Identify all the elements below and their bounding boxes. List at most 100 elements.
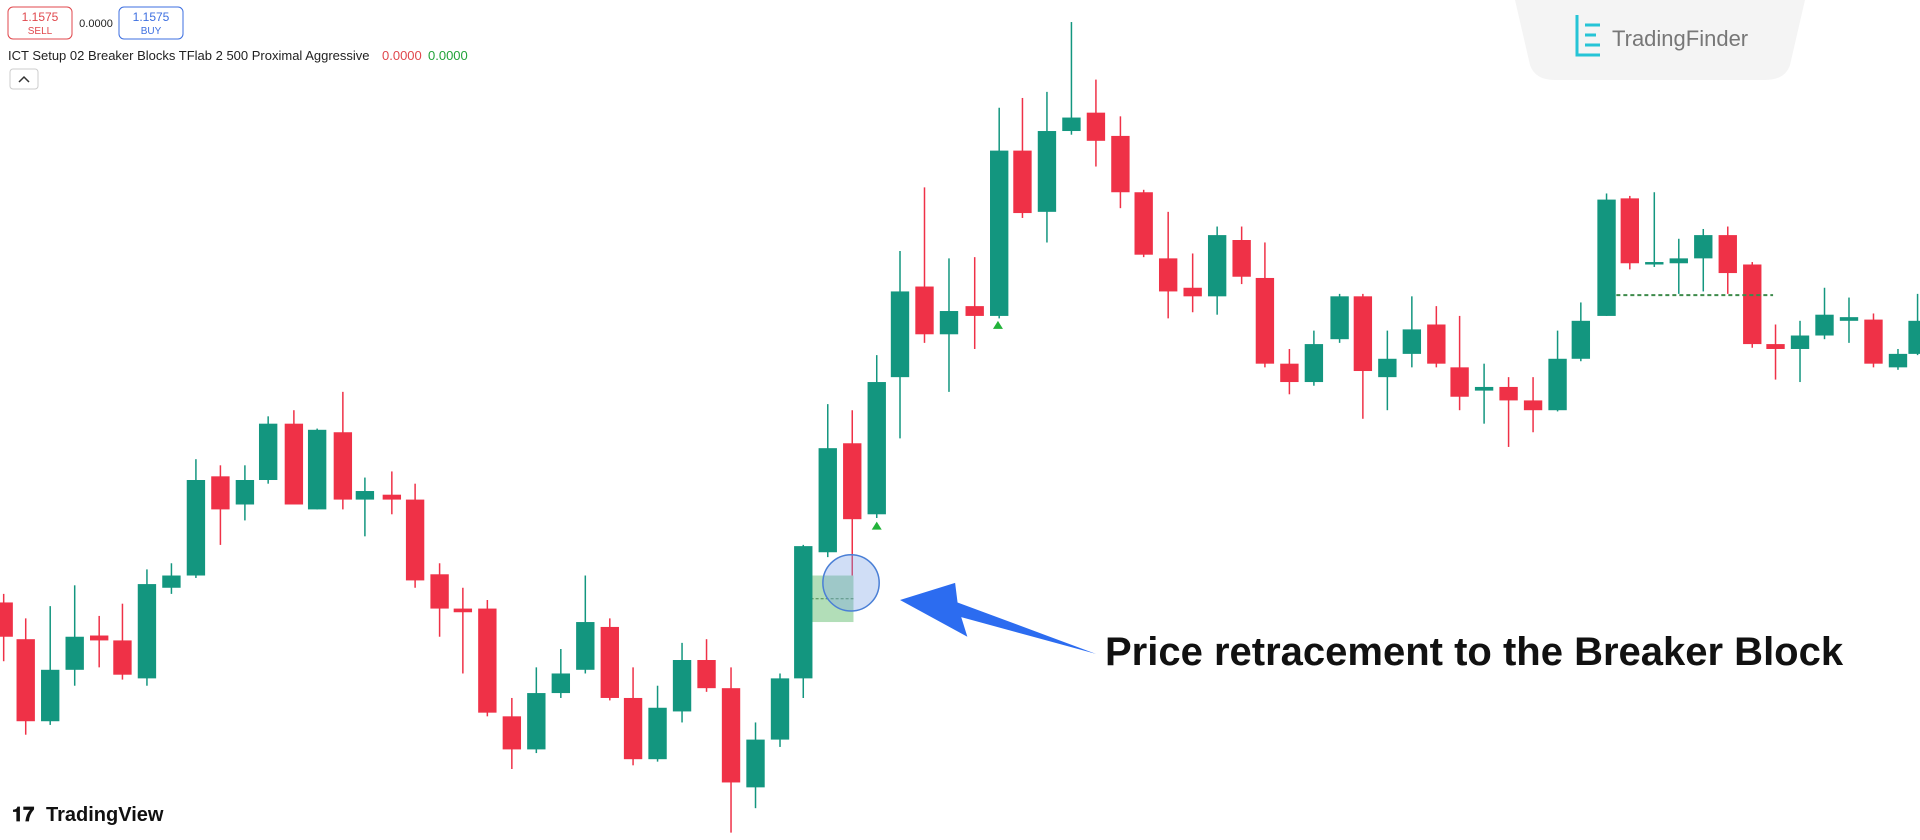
candle-body (915, 286, 934, 335)
candle-body (1766, 344, 1785, 349)
candle-body (113, 640, 132, 675)
candle-body (90, 635, 109, 641)
signal-arrow (992, 320, 1003, 329)
candle-body (600, 626, 619, 698)
candle-body (721, 688, 741, 783)
candle-body (1255, 277, 1275, 364)
candle-body (697, 660, 716, 689)
candle-body (1183, 287, 1202, 297)
candle-body (1304, 344, 1324, 383)
candle-body (1134, 192, 1153, 255)
candle-body (1013, 150, 1032, 214)
candle-body (1474, 386, 1494, 391)
indicator-value: 0.0000 (428, 48, 468, 63)
signal-arrow (871, 521, 882, 530)
candle-body (770, 678, 790, 740)
candle-body (1571, 320, 1591, 359)
candle-body (1669, 258, 1688, 264)
candle-body (1743, 264, 1762, 345)
buy-price: 1.1575 (133, 10, 170, 24)
candle-body (333, 432, 353, 500)
indicator-value: 0.0000 (382, 48, 422, 63)
highlight-circle (822, 553, 880, 612)
candle-body (794, 546, 813, 679)
candle-body (527, 693, 546, 750)
candle-body (1353, 296, 1373, 372)
candle-body (1378, 358, 1397, 378)
candle-body (1888, 353, 1908, 368)
sell-price: 1.1575 (22, 10, 59, 24)
candle-body (1450, 367, 1469, 397)
candle-body (1815, 314, 1834, 336)
candle-body (307, 429, 327, 510)
tradingview-logo: 𝟏𝟕 (12, 804, 34, 826)
candle-body (382, 494, 402, 500)
candle-body (162, 575, 181, 588)
annotation: Price retracement to the Breaker Block (1105, 630, 1844, 674)
candle-body (648, 707, 667, 760)
candle-body (1523, 400, 1543, 411)
candle-body (405, 499, 425, 581)
candle-body (355, 491, 375, 500)
candle-body (1111, 135, 1130, 193)
candle-body (1499, 386, 1518, 401)
candle-body (1086, 112, 1106, 141)
candle-body (0, 602, 13, 637)
tradingview-text: TradingView (46, 804, 164, 826)
candle-body (1718, 235, 1737, 274)
candle-body (672, 660, 692, 712)
tradingfinder-text: TradingFinder (1612, 26, 1748, 51)
buy-button[interactable] (118, 6, 184, 40)
candle-body (502, 716, 522, 750)
candle-body (1620, 198, 1639, 264)
candle-body (478, 608, 497, 713)
buy-label: BUY (141, 26, 162, 37)
candles (0, 22, 1920, 833)
candle-body (41, 669, 60, 722)
candle-body (746, 739, 765, 788)
candle-body (258, 423, 278, 481)
candle-body (576, 622, 595, 670)
candle-body (1158, 258, 1178, 292)
candle-body (1402, 329, 1422, 354)
candle-body (186, 480, 206, 576)
candle-body (1839, 317, 1859, 321)
pointer-arrow (900, 582, 1096, 654)
candle-body (1548, 358, 1567, 411)
candle-body (939, 311, 959, 335)
candle-body (551, 673, 571, 694)
candle-body (990, 150, 1009, 316)
candle-body (1062, 117, 1081, 132)
candle-body (1908, 320, 1920, 354)
candle-body (623, 697, 643, 760)
candle-body (1864, 319, 1883, 364)
candle-body (890, 291, 910, 378)
indicator-name: ICT Setup 02 Breaker Blocks TFlab 2 500 … (8, 48, 370, 63)
candle-body (843, 443, 862, 520)
candle-body (965, 306, 984, 316)
candle-body (1427, 324, 1446, 364)
sell-label: SELL (28, 26, 53, 37)
candle-body (1037, 131, 1057, 212)
candle-body (1232, 240, 1251, 277)
candle-body (867, 382, 886, 515)
candle-body (1207, 235, 1227, 297)
candle-body (1790, 335, 1810, 349)
collapse-button[interactable] (9, 68, 39, 90)
candle-body (284, 423, 304, 505)
candle-body (16, 639, 35, 722)
candle-body (235, 480, 255, 505)
candle-body (1330, 296, 1349, 340)
candle-body (1694, 235, 1713, 259)
candle-body (137, 584, 157, 679)
candle-body (211, 476, 230, 510)
sell-button[interactable] (7, 6, 73, 40)
candle-body (1597, 199, 1616, 316)
candle-body (818, 448, 837, 553)
candle-body (1280, 363, 1299, 383)
candle-body (65, 636, 84, 670)
candle-body (430, 574, 449, 609)
collapse-icon (18, 75, 30, 83)
